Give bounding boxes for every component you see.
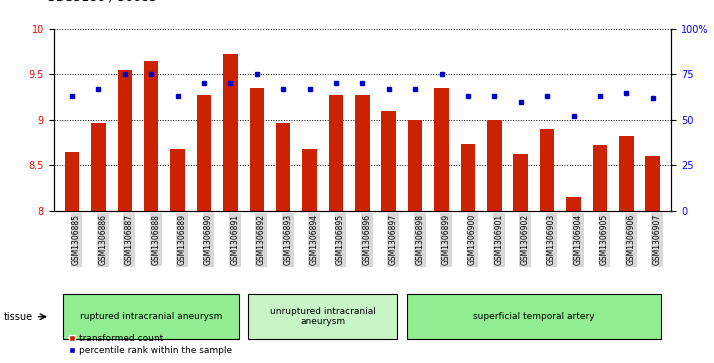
Text: GSM1306907: GSM1306907 [653,214,662,265]
Bar [144,61,159,211]
Text: GSM1306900: GSM1306900 [468,214,477,265]
Bar [566,197,580,211]
Bar [434,88,449,211]
Text: GSM1306898: GSM1306898 [415,214,424,265]
Text: GSM1306893: GSM1306893 [283,214,292,265]
Bar [65,151,79,211]
Text: GSM1306888: GSM1306888 [151,214,160,265]
Text: GSM1306890: GSM1306890 [204,214,213,265]
Text: GSM1306894: GSM1306894 [310,214,318,265]
Bar [118,70,132,211]
Text: GSM1306903: GSM1306903 [547,214,556,265]
Text: GSM1306904: GSM1306904 [573,214,583,265]
Text: GSM1306906: GSM1306906 [626,214,635,265]
Text: GSM1306899: GSM1306899 [441,214,451,265]
Text: GSM1306901: GSM1306901 [494,214,503,265]
Bar [619,136,633,211]
Bar [91,122,106,211]
Text: GSM1306889: GSM1306889 [178,214,186,265]
Text: GDS5186 / 36683: GDS5186 / 36683 [46,0,157,4]
Text: GSM1306886: GSM1306886 [99,214,107,265]
Bar [249,88,264,211]
Text: GSM1306891: GSM1306891 [231,214,239,265]
Bar [513,154,528,211]
Bar [355,95,370,211]
Bar [487,120,501,211]
Bar [223,54,238,211]
Text: GSM1306902: GSM1306902 [521,214,530,265]
Bar [408,120,423,211]
Bar [197,95,211,211]
Text: tissue: tissue [4,312,33,322]
Text: GSM1306896: GSM1306896 [362,214,371,265]
Text: GSM1306892: GSM1306892 [257,214,266,265]
Text: GSM1306895: GSM1306895 [336,214,345,265]
Text: ruptured intracranial aneurysm: ruptured intracranial aneurysm [80,312,222,321]
Legend: transformed count, percentile rank within the sample: transformed count, percentile rank withi… [69,334,232,355]
Bar [276,122,291,211]
Text: GSM1306897: GSM1306897 [388,214,398,265]
Bar [302,149,317,211]
Bar [328,95,343,211]
Text: GSM1306885: GSM1306885 [72,214,81,265]
Bar [593,145,607,211]
Bar [645,156,660,211]
Text: unruptured intracranial
aneurysm: unruptured intracranial aneurysm [270,307,376,326]
Text: GSM1306905: GSM1306905 [600,214,609,265]
Bar [171,149,185,211]
Bar [461,144,476,211]
Bar [381,111,396,211]
Bar [540,129,554,211]
Text: GSM1306887: GSM1306887 [125,214,134,265]
Text: superficial temporal artery: superficial temporal artery [473,312,595,321]
